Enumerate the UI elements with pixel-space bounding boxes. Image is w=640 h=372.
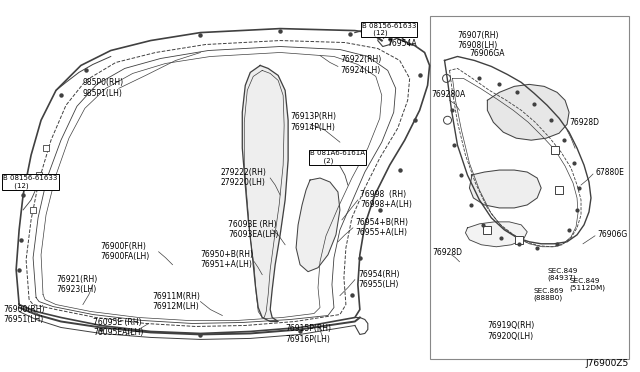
Bar — [43, 145, 49, 151]
Text: 76998  (RH)
76998+A(LH): 76998 (RH) 76998+A(LH) — [360, 190, 412, 209]
Text: 76906G: 76906G — [597, 230, 627, 239]
Text: 76900(RH)
76951(LH): 76900(RH) 76951(LH) — [3, 305, 45, 324]
Text: 76921(RH)
76923(LH): 76921(RH) 76923(LH) — [56, 275, 97, 294]
Text: B 081A6-6161A
      (2): B 081A6-6161A (2) — [310, 150, 365, 164]
Text: B 08156-61633
     (12): B 08156-61633 (12) — [3, 175, 58, 189]
Text: 76922(RH)
76924(LH): 76922(RH) 76924(LH) — [340, 55, 381, 75]
Text: 76906GA: 76906GA — [469, 48, 505, 58]
Bar — [36, 172, 42, 178]
Polygon shape — [469, 170, 541, 208]
Text: 76954+B(RH)
76955+A(LH): 76954+B(RH) 76955+A(LH) — [355, 218, 408, 237]
Text: B 08156-61633
     (12): B 08156-61633 (12) — [362, 23, 416, 36]
Polygon shape — [465, 222, 527, 247]
Text: J76900Z5: J76900Z5 — [586, 359, 629, 368]
Bar — [429, 16, 629, 359]
Text: 76907(RH)
76908(LH): 76907(RH) 76908(LH) — [458, 31, 499, 50]
Text: 76913P(RH)
76914P(LH): 76913P(RH) 76914P(LH) — [290, 112, 336, 132]
Text: 76911M(RH)
76912M(LH): 76911M(RH) 76912M(LH) — [152, 292, 200, 311]
Text: 76954A: 76954A — [388, 39, 417, 48]
Text: 76954(RH)
76955(LH): 76954(RH) 76955(LH) — [358, 270, 399, 289]
Polygon shape — [488, 84, 569, 140]
Polygon shape — [243, 65, 288, 321]
Text: SEC.849
(5112DM): SEC.849 (5112DM) — [569, 278, 605, 291]
Text: SEC.849
(84937): SEC.849 (84937) — [547, 268, 577, 281]
Text: SEC.869
(888B0): SEC.869 (888B0) — [533, 288, 564, 301]
Text: 76928D: 76928D — [569, 118, 599, 127]
Bar — [30, 207, 36, 213]
Bar — [515, 236, 524, 244]
Text: 76919Q(RH)
76920Q(LH): 76919Q(RH) 76920Q(LH) — [488, 321, 534, 341]
Text: 985P0(RH)
985P1(LH): 985P0(RH) 985P1(LH) — [83, 78, 124, 98]
Text: 76928D: 76928D — [433, 248, 463, 257]
Bar — [551, 146, 559, 154]
Text: 279222(RH)
279220(LH): 279222(RH) 279220(LH) — [220, 168, 266, 187]
Polygon shape — [296, 178, 340, 272]
Bar — [483, 226, 492, 234]
Text: 76950+B(RH)
76951+A(LH): 76950+B(RH) 76951+A(LH) — [200, 250, 253, 269]
Text: 76095E (RH)
76095EA(LH): 76095E (RH) 76095EA(LH) — [93, 318, 143, 337]
Text: 769280A: 769280A — [431, 90, 466, 99]
Text: 76900F(RH)
76900FA(LH): 76900F(RH) 76900FA(LH) — [101, 242, 150, 261]
Text: 76915P(RH)
76916P(LH): 76915P(RH) 76916P(LH) — [285, 324, 331, 344]
Text: 67880E: 67880E — [596, 168, 625, 177]
Bar — [555, 186, 563, 194]
Text: 76093E (RH)
76093EA(LH): 76093E (RH) 76093EA(LH) — [228, 220, 278, 239]
